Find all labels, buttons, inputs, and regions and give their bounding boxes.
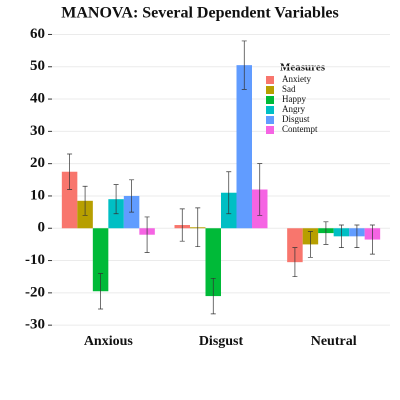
legend-swatch: [266, 106, 274, 114]
error-bar: [354, 224, 360, 248]
y-tick-label: 30: [30, 123, 45, 139]
y-tick-label: 40: [30, 90, 45, 106]
x-tick-label: Neutral: [311, 334, 357, 349]
error-bar: [144, 216, 150, 253]
y-tick-label: -10: [25, 252, 45, 268]
legend-label: Disgust: [282, 114, 310, 124]
bar: [92, 228, 109, 292]
y-tick-label: -20: [25, 284, 45, 300]
bar: [236, 65, 252, 229]
legend-swatch: [266, 116, 274, 124]
error-bar: [241, 40, 247, 90]
legend-swatch: [266, 96, 274, 104]
bar: [287, 228, 303, 263]
y-tick-label: 50: [30, 58, 45, 74]
error-bar: [129, 179, 135, 213]
y-tick-label: 0: [38, 220, 46, 236]
legend-label: Sad: [282, 84, 296, 94]
legend-label: Contempt: [282, 124, 318, 134]
legend-swatch: [266, 126, 274, 134]
legend-swatch: [266, 86, 274, 94]
error-bar: [323, 221, 329, 245]
error-bar: [98, 273, 104, 310]
error-bar: [113, 184, 119, 215]
y-tick-label: 60: [30, 26, 45, 42]
chart-title: MANOVA: Several Dependent Variables: [61, 5, 338, 22]
error-bar: [67, 153, 73, 190]
error-bar: [307, 231, 313, 258]
error-bar: [369, 224, 375, 255]
legend-label: Happy: [282, 94, 306, 104]
error-bar: [226, 171, 232, 215]
legend-title: Measures: [280, 62, 326, 74]
error-bar: [179, 208, 185, 242]
error-bar: [257, 163, 263, 216]
y-tick-label: 20: [30, 155, 45, 171]
error-bar: [292, 247, 298, 278]
error-bar: [338, 224, 344, 248]
legend-label: Anxiety: [282, 74, 311, 84]
bar: [61, 171, 78, 229]
error-bar: [82, 185, 88, 216]
error-bar: [195, 207, 201, 248]
bar: [205, 228, 221, 297]
x-tick-label: Disgust: [199, 334, 244, 349]
legend-label: Angry: [282, 104, 305, 114]
y-tick-label: -30: [25, 317, 45, 333]
x-tick-label: Anxious: [84, 334, 134, 349]
error-bar: [210, 277, 216, 315]
legend-swatch: [266, 76, 274, 84]
y-tick-label: 10: [30, 187, 45, 203]
